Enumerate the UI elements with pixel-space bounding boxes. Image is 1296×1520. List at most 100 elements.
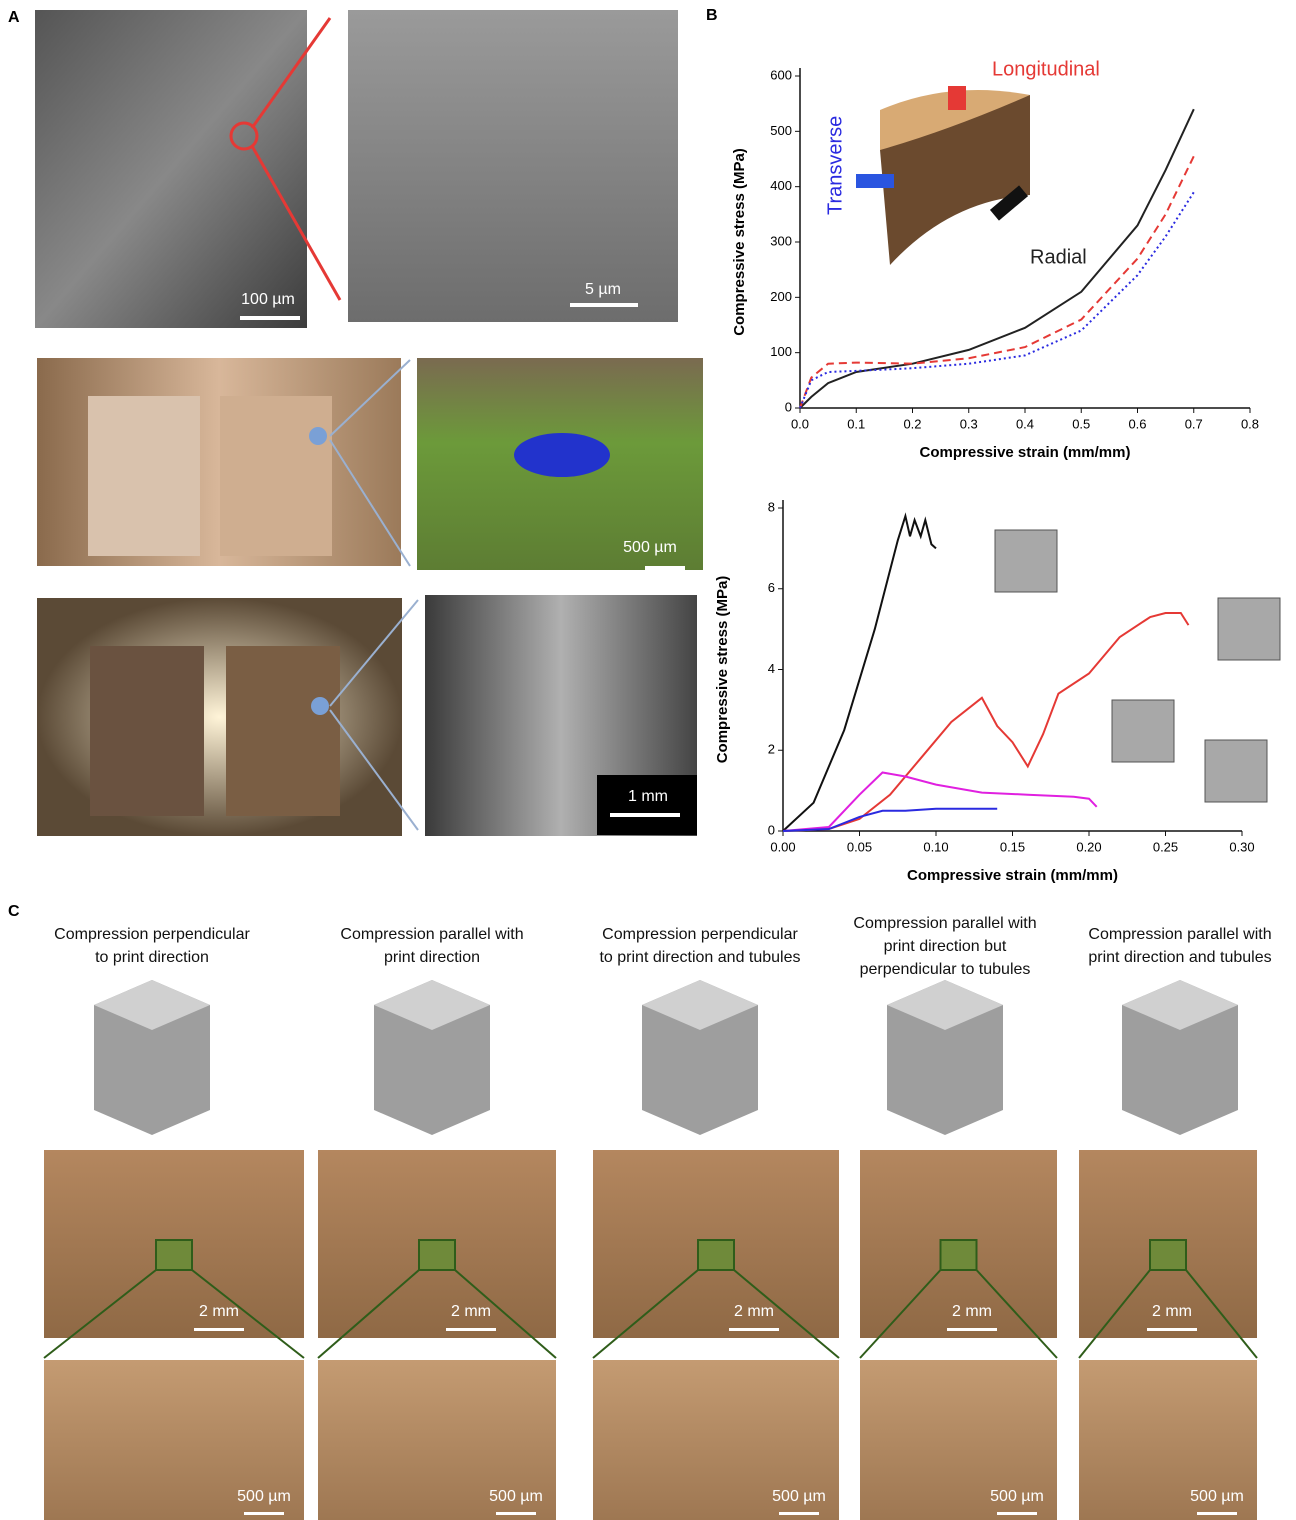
scale-bar bbox=[1197, 1512, 1237, 1515]
cube-icon bbox=[887, 980, 1003, 1135]
scale-label: 500 µm bbox=[623, 539, 677, 556]
cube-top bbox=[94, 980, 210, 1030]
zoom-line bbox=[592, 1269, 699, 1359]
scale-bar bbox=[446, 1328, 496, 1331]
x-tick-label: 0.1 bbox=[847, 416, 865, 431]
x-tick-label: 0.5 bbox=[1072, 416, 1090, 431]
zoom-line bbox=[317, 1269, 420, 1359]
caption: print direction bbox=[384, 949, 480, 966]
zoom-circle bbox=[311, 697, 329, 715]
zoom-line bbox=[859, 1269, 942, 1359]
scale-bar bbox=[610, 813, 680, 817]
scale-label: 2 mm bbox=[1152, 1303, 1192, 1320]
x-tick-label: 0.15 bbox=[1000, 839, 1025, 854]
zoom-line bbox=[191, 1269, 305, 1359]
zoom-line bbox=[329, 599, 419, 707]
wood-inset bbox=[880, 90, 1030, 150]
zoom-box bbox=[939, 1239, 978, 1271]
zoom-box bbox=[697, 1239, 735, 1271]
cube-top bbox=[1122, 980, 1238, 1030]
scale-label: 1 mm bbox=[628, 788, 668, 805]
tubule bbox=[514, 433, 610, 477]
x-tick-label: 0.6 bbox=[1128, 416, 1146, 431]
arrow bbox=[989, 185, 1029, 221]
caption: perpendicular to tubules bbox=[860, 961, 1031, 978]
y-tick-label: 400 bbox=[770, 178, 792, 193]
zoom-line bbox=[454, 1269, 557, 1359]
zoom-line bbox=[329, 359, 411, 437]
scale-bar bbox=[997, 1512, 1037, 1515]
scale-label: 500 µm bbox=[237, 1488, 291, 1505]
zoom-line bbox=[43, 1269, 157, 1359]
sample bbox=[226, 646, 340, 816]
scale-bar bbox=[570, 303, 638, 307]
sem-image bbox=[35, 10, 307, 328]
x-tick-label: 0.2 bbox=[903, 416, 921, 431]
scale-label: 2 mm bbox=[734, 1303, 774, 1320]
zoom-box bbox=[1149, 1239, 1187, 1271]
zoom-line bbox=[250, 145, 342, 301]
series-line bbox=[782, 807, 998, 832]
panel-label: A bbox=[8, 9, 20, 26]
caption: Compression parallel with bbox=[340, 926, 523, 943]
y-tick-label: 8 bbox=[768, 499, 775, 514]
scale-bar bbox=[947, 1328, 997, 1331]
series-line bbox=[782, 612, 1190, 832]
cube-icon bbox=[642, 980, 758, 1135]
x-tick-label: 0.25 bbox=[1153, 839, 1178, 854]
scale-bar bbox=[194, 1328, 244, 1331]
series-label: Radial bbox=[1030, 246, 1087, 268]
cube-icon bbox=[1204, 739, 1268, 803]
cube-icon bbox=[994, 529, 1058, 593]
series-line bbox=[782, 771, 1098, 832]
x-tick-label: 0.10 bbox=[923, 839, 948, 854]
cube-icon bbox=[94, 980, 210, 1135]
cube-icon bbox=[1217, 597, 1281, 661]
cube-icon bbox=[374, 980, 490, 1135]
scale-label: 500 µm bbox=[489, 1488, 543, 1505]
caption: Compression parallel with bbox=[853, 915, 1036, 932]
x-tick-label: 0.00 bbox=[770, 839, 795, 854]
micrograph bbox=[1079, 1360, 1257, 1520]
series-line bbox=[799, 155, 1195, 409]
scale-bar bbox=[645, 566, 685, 570]
cube-icon bbox=[1122, 980, 1238, 1135]
zoom-box bbox=[155, 1239, 193, 1271]
zoom-line bbox=[329, 439, 411, 567]
scale-label: 500 µm bbox=[772, 1488, 826, 1505]
scale-bar bbox=[729, 1328, 779, 1331]
scale-label: 5 µm bbox=[585, 281, 621, 298]
scale-label: 100 µm bbox=[241, 291, 295, 308]
scale-label: 2 mm bbox=[952, 1303, 992, 1320]
scale-label: 500 µm bbox=[990, 1488, 1044, 1505]
zoom-line bbox=[1185, 1269, 1258, 1359]
series-line bbox=[782, 512, 937, 832]
y-tick-label: 100 bbox=[770, 344, 792, 359]
zoom-circle bbox=[309, 427, 327, 445]
cube-icon bbox=[1111, 699, 1175, 763]
scale-bar bbox=[1147, 1328, 1197, 1331]
zoom-line bbox=[250, 17, 332, 129]
y-axis-title: Compressive stress (MPa) bbox=[731, 148, 748, 336]
series-label: Longitudinal bbox=[992, 58, 1100, 80]
zoom-circle bbox=[229, 121, 259, 151]
scale-bar bbox=[496, 1512, 536, 1515]
caption: Compression perpendicular bbox=[54, 926, 250, 943]
x-tick-label: 0.20 bbox=[1076, 839, 1101, 854]
micrograph bbox=[860, 1360, 1057, 1520]
panel-label: B bbox=[706, 7, 718, 24]
x-tick-label: 0.7 bbox=[1185, 416, 1203, 431]
micrograph bbox=[593, 1360, 839, 1520]
sample bbox=[88, 396, 200, 556]
x-tick-label: 0.8 bbox=[1241, 416, 1259, 431]
x-tick-label: 0.0 bbox=[791, 416, 809, 431]
scale-label: 2 mm bbox=[199, 1303, 239, 1320]
y-tick-label: 2 bbox=[768, 742, 775, 757]
scale-box bbox=[597, 775, 697, 835]
y-tick-label: 200 bbox=[770, 289, 792, 304]
zoom-box bbox=[418, 1239, 456, 1271]
y-axis-title: Compressive stress (MPa) bbox=[714, 576, 731, 764]
series-line bbox=[799, 108, 1195, 409]
series-label: Transverse bbox=[824, 116, 846, 215]
zoom-line bbox=[329, 709, 419, 831]
